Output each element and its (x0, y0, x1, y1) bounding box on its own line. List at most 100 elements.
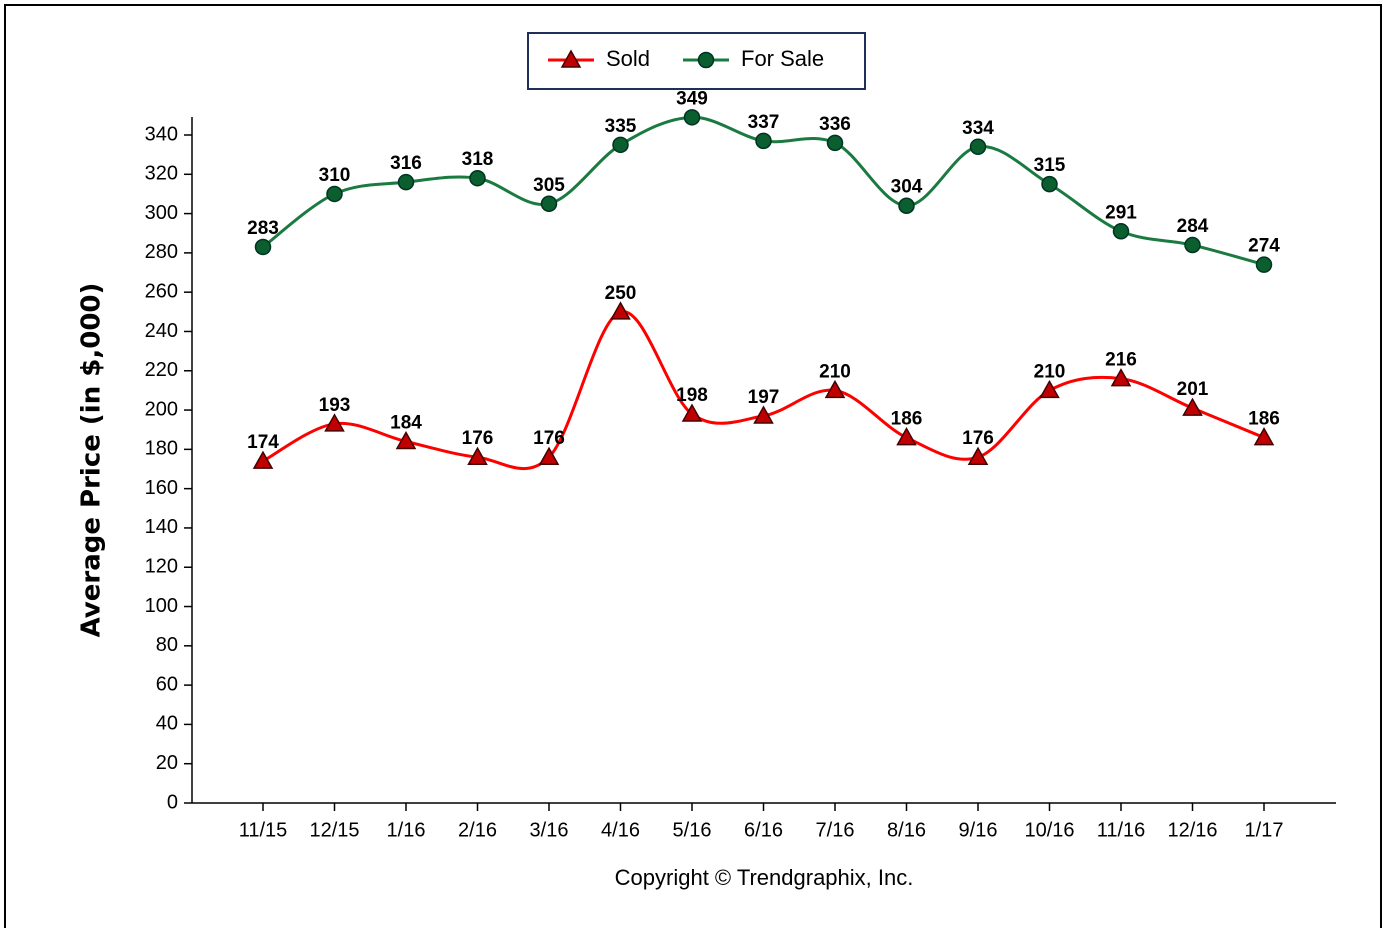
data-label: 291 (1105, 202, 1137, 223)
data-point (540, 195, 558, 213)
x-tick-label: 4/16 (601, 819, 640, 841)
data-point (326, 185, 343, 203)
data-point (1110, 368, 1132, 387)
y-tick-label: 160 (145, 477, 178, 499)
data-label: 186 (891, 409, 923, 430)
x-tick-label: 10/16 (1024, 819, 1074, 841)
data-point (1253, 427, 1275, 446)
data-label: 186 (1248, 409, 1280, 430)
legend-label: For Sale (741, 46, 824, 71)
data-point (896, 427, 917, 446)
x-tick-label: 1/17 (1245, 819, 1284, 841)
y-tick-label: 340 (145, 123, 178, 145)
data-label: 176 (962, 428, 994, 449)
data-label: 216 (1105, 350, 1137, 371)
data-point (1182, 397, 1203, 416)
y-tick-label: 180 (145, 438, 178, 460)
legend-label: Sold (606, 46, 650, 71)
data-label: 284 (1177, 216, 1209, 237)
y-axis-title: Average Price (in $,000) (77, 283, 107, 638)
x-tick-label: 12/15 (309, 819, 359, 841)
y-tick-label: 320 (145, 163, 178, 185)
data-label: 197 (748, 387, 780, 408)
y-tick-label: 100 (145, 595, 178, 617)
data-point (683, 109, 701, 126)
x-tick-label: 3/16 (530, 819, 569, 841)
data-point (538, 446, 560, 465)
data-point (254, 238, 272, 256)
data-point (753, 405, 774, 424)
data-label: 305 (533, 175, 565, 196)
frame (4, 4, 1382, 928)
data-point (755, 132, 772, 150)
footer: Copyright © Trendgraphix, Inc. (615, 865, 914, 890)
data-point (824, 379, 846, 399)
x-tick-label: 5/16 (673, 819, 712, 841)
data-label: 176 (533, 428, 565, 449)
data-label: 318 (462, 149, 494, 170)
y-tick-label: 0 (167, 791, 178, 813)
data-label: 336 (819, 114, 851, 135)
data-label: 337 (748, 112, 780, 133)
data-label: 349 (676, 88, 708, 109)
series-line (262, 310, 1265, 470)
x-tick-label: 11/15 (239, 819, 288, 841)
data-point (967, 446, 989, 465)
data-label: 174 (247, 432, 279, 453)
data-point (469, 169, 486, 187)
x-tick-label: 6/16 (744, 819, 783, 841)
data-point (969, 138, 987, 156)
data-point (826, 134, 844, 152)
data-label: 310 (319, 165, 351, 186)
data-point (324, 413, 345, 432)
data-point (1184, 236, 1201, 254)
data-point (1039, 379, 1060, 399)
legend-marker (697, 51, 715, 69)
y-tick-label: 300 (145, 202, 178, 224)
x-tick-label: 9/16 (959, 819, 998, 841)
y-tick-label: 80 (156, 634, 178, 656)
data-point (610, 301, 631, 320)
data-point (1255, 256, 1273, 273)
data-label: 283 (247, 218, 279, 239)
data-point (397, 173, 415, 191)
data-label: 193 (319, 395, 351, 416)
y-tick-label: 220 (145, 359, 178, 381)
data-label: 198 (676, 385, 708, 406)
y-tick-label: 120 (145, 556, 178, 578)
data-point (1112, 223, 1130, 240)
y-tick-label: 20 (156, 752, 178, 774)
data-label: 316 (390, 153, 422, 174)
data-point (612, 136, 629, 154)
data-label: 315 (1034, 155, 1066, 176)
x-tick-label: 1/16 (387, 819, 426, 841)
data-point (898, 197, 915, 214)
data-label: 176 (462, 428, 494, 449)
x-tick-label: 11/16 (1097, 819, 1146, 841)
data-label: 274 (1248, 236, 1280, 257)
y-tick-label: 280 (145, 241, 178, 263)
data-label: 335 (605, 116, 637, 137)
y-tick-label: 140 (145, 516, 178, 538)
data-label: 250 (605, 283, 637, 304)
data-label: 184 (390, 413, 422, 434)
data-label: 334 (962, 118, 994, 139)
data-point (252, 450, 274, 469)
y-tick-label: 260 (145, 280, 178, 302)
data-point (395, 430, 417, 450)
data-label: 210 (819, 361, 851, 382)
x-tick-label: 8/16 (887, 819, 926, 841)
x-tick-label: 2/16 (458, 819, 497, 841)
y-tick-label: 40 (156, 713, 178, 735)
data-point (467, 446, 488, 465)
legend-marker (560, 49, 582, 68)
data-label: 304 (891, 177, 923, 198)
y-tick-label: 240 (145, 320, 178, 342)
x-tick-label: 12/16 (1167, 819, 1217, 841)
data-point (681, 403, 703, 422)
x-tick-label: 7/16 (816, 819, 855, 841)
data-label: 210 (1034, 361, 1066, 382)
y-tick-label: 200 (145, 398, 178, 420)
data-point (1041, 175, 1058, 193)
